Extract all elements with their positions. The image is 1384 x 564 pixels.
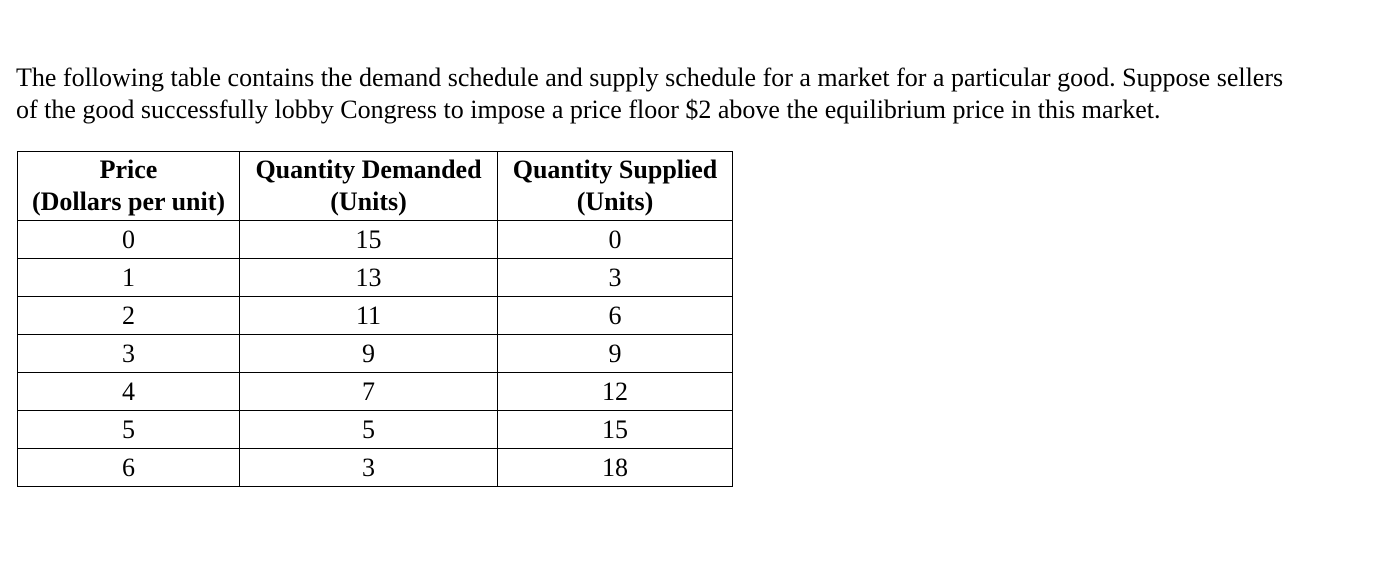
problem-statement-line-1: The following table contains the demand … — [16, 63, 1284, 92]
table-header-row: Price (Dollars per unit) Quantity Demand… — [17, 151, 733, 221]
table-row: 4 7 12 — [17, 372, 733, 411]
problem-statement: The following table contains the demand … — [16, 62, 1382, 126]
cell-quantity-demanded: 9 — [239, 334, 498, 373]
cell-price: 5 — [17, 410, 240, 449]
header-qd-unit: (Units) — [330, 187, 407, 216]
cell-quantity-supplied: 3 — [497, 258, 733, 297]
cell-price: 2 — [17, 296, 240, 335]
cell-quantity-demanded: 3 — [239, 448, 498, 487]
cell-quantity-demanded: 7 — [239, 372, 498, 411]
problem-statement-line-2: of the good successfully lobby Congress … — [16, 95, 1161, 124]
cell-quantity-demanded: 11 — [239, 296, 498, 335]
supply-demand-table: Price (Dollars per unit) Quantity Demand… — [17, 151, 733, 487]
table-row: 1 13 3 — [17, 258, 733, 297]
table-row: 5 5 15 — [17, 410, 733, 449]
header-price-unit: (Dollars per unit) — [31, 187, 226, 216]
cell-quantity-supplied: 0 — [497, 220, 733, 259]
cell-quantity-supplied: 15 — [497, 410, 733, 449]
cell-quantity-supplied: 18 — [497, 448, 733, 487]
cell-price: 1 — [17, 258, 240, 297]
cell-quantity-demanded: 13 — [239, 258, 498, 297]
table-header: Price (Dollars per unit) Quantity Demand… — [17, 151, 733, 221]
header-price-title: Price — [99, 155, 158, 184]
table-row: 0 15 0 — [17, 220, 733, 259]
cell-quantity-demanded: 5 — [239, 410, 498, 449]
cell-price: 3 — [17, 334, 240, 373]
table-row: 3 9 9 — [17, 334, 733, 373]
table-row: 2 11 6 — [17, 296, 733, 335]
cell-price: 4 — [17, 372, 240, 411]
cell-price: 0 — [17, 220, 240, 259]
header-qd-title: Quantity Demanded — [255, 155, 482, 184]
cell-quantity-demanded: 15 — [239, 220, 498, 259]
header-price: Price (Dollars per unit) — [17, 151, 240, 221]
cell-price: 6 — [17, 448, 240, 487]
header-quantity-supplied: Quantity Supplied (Units) — [497, 151, 733, 221]
header-quantity-demanded: Quantity Demanded (Units) — [239, 151, 498, 221]
cell-quantity-supplied: 12 — [497, 372, 733, 411]
cell-quantity-supplied: 6 — [497, 296, 733, 335]
header-qs-title: Quantity Supplied — [512, 155, 718, 184]
header-qs-unit: (Units) — [576, 187, 654, 216]
cell-quantity-supplied: 9 — [497, 334, 733, 373]
table-row: 6 3 18 — [17, 448, 733, 487]
table-body: 0 15 0 1 13 3 2 11 6 3 9 9 4 7 12 5 5 15 — [17, 220, 733, 487]
